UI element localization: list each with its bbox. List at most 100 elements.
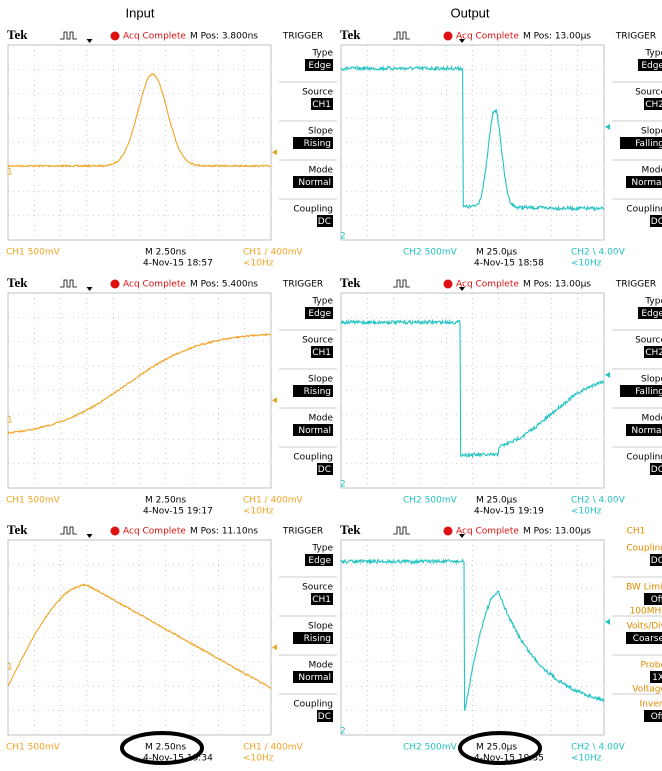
timebase: M 2.50ns — [145, 248, 186, 258]
menu-label: Invert — [640, 700, 662, 710]
channel-scale: CH1 500mV — [6, 743, 61, 753]
menu-label: Source — [635, 336, 662, 346]
menu-title: TRIGGER — [282, 280, 323, 290]
menu-title: CH1 — [627, 527, 646, 537]
trigger-level — [605, 619, 610, 625]
brand: Tek — [340, 275, 361, 290]
menu-value: CH1 — [312, 595, 331, 605]
menu-label: Source — [302, 336, 333, 346]
menu-value: Normal — [631, 178, 662, 188]
trigger-level — [605, 372, 610, 378]
trigger-frequency: <10Hz — [571, 259, 602, 269]
trigger-icon — [60, 527, 77, 534]
menu-value: Normal — [298, 178, 331, 188]
menu-sub: 100MHz — [630, 607, 662, 617]
menu-label: Source — [635, 88, 662, 98]
menu-value: CH1 — [312, 348, 331, 358]
channel-scale: CH2 500mV — [403, 496, 458, 506]
menu-value: Rising — [304, 139, 331, 149]
trigger-icon — [60, 280, 77, 287]
menu-title: TRIGGER — [282, 527, 323, 537]
trigger-level — [272, 644, 277, 650]
menu-value: Coarse — [633, 634, 662, 644]
menu-value: Edge — [641, 61, 662, 71]
menu-value: 1X — [652, 673, 662, 683]
trigger-position — [87, 287, 93, 291]
m-pos: M Pos: 13.00µs — [523, 280, 591, 290]
date: 4-Nov-15 19:19 — [474, 507, 544, 517]
trigger-setting: CH2 \ 4.00V — [571, 496, 626, 506]
menu-value: Normal — [631, 426, 662, 436]
menu-label: Source — [302, 88, 333, 98]
menu-value: DC — [318, 217, 331, 227]
m-pos: M Pos: 13.00µs — [523, 527, 591, 537]
trigger-setting: CH2 \ 4.00V — [571, 743, 626, 753]
trigger-setting: CH1 / 400mV — [243, 743, 303, 753]
menu-label: Coupling — [293, 700, 333, 710]
trigger-frequency: <10Hz — [243, 259, 274, 269]
menu-value: Edge — [308, 309, 331, 319]
menu-label: Coupling — [293, 453, 333, 463]
trigger-position — [87, 39, 93, 43]
menu-label: Mode — [308, 661, 333, 671]
brand: Tek — [7, 27, 28, 42]
trigger-level — [605, 124, 610, 130]
channel-marker: 2 — [340, 232, 346, 242]
trigger-position — [87, 534, 93, 538]
menu-label: Slope — [308, 622, 333, 632]
acq-status: Acq Complete — [123, 32, 186, 42]
menu-value: DC — [651, 465, 662, 475]
menu-value: Normal — [298, 673, 331, 683]
menu-value: Off — [651, 595, 662, 605]
screenshot: Input Output TekAcq CompleteM Pos: 3.800… — [0, 0, 662, 771]
timebase: M 25.0µs — [476, 248, 517, 258]
menu-label: Coupling — [626, 544, 662, 554]
channel-scale: CH2 500mV — [403, 248, 458, 258]
menu-label: Volts/Div — [627, 622, 662, 632]
menu-value: DC — [318, 712, 331, 722]
menu-title: TRIGGER — [282, 32, 323, 42]
channel-scale: CH2 500mV — [403, 743, 458, 753]
run-indicator — [111, 32, 120, 41]
menu-value: Off — [651, 712, 662, 722]
menu-label: Type — [311, 544, 333, 554]
menu-label: Probe — [640, 661, 662, 671]
run-indicator — [444, 527, 453, 536]
date: 4-Nov-15 19:17 — [143, 507, 213, 517]
trigger-setting: CH1 / 400mV — [243, 496, 303, 506]
menu-label: Slope — [641, 375, 662, 385]
acq-status: Acq Complete — [456, 527, 519, 537]
brand: Tek — [7, 522, 28, 537]
menu-value: Edge — [641, 309, 662, 319]
menu-value: Falling — [635, 139, 662, 149]
brand: Tek — [7, 275, 28, 290]
timebase: M 2.50ns — [145, 496, 186, 506]
trigger-icon — [60, 32, 77, 39]
trigger-frequency: <10Hz — [571, 754, 602, 764]
brand: Tek — [340, 27, 361, 42]
m-pos: M Pos: 3.800ns — [190, 32, 258, 42]
channel-scale: CH1 500mV — [6, 248, 61, 258]
menu-label: Coupling — [626, 453, 662, 463]
channel-marker: 2 — [340, 480, 346, 490]
acq-status: Acq Complete — [456, 32, 519, 42]
menu-label: Coupling — [626, 205, 662, 215]
menu-value: Edge — [308, 556, 331, 566]
trigger-frequency: <10Hz — [571, 507, 602, 517]
menu-label: Type — [644, 297, 662, 307]
menu-value: DC — [651, 217, 662, 227]
menu-value: CH2 — [645, 100, 662, 110]
acq-status: Acq Complete — [123, 527, 186, 537]
menu-value: CH1 — [312, 100, 331, 110]
date: 4-Nov-15 18:57 — [143, 259, 213, 269]
menu-label: Type — [311, 49, 333, 59]
menu-label: Slope — [308, 375, 333, 385]
trigger-icon — [393, 527, 410, 534]
menu-label: BW Limit — [626, 583, 662, 593]
menu-label: Coupling — [293, 205, 333, 215]
m-pos: M Pos: 13.00µs — [523, 32, 591, 42]
menu-value: Rising — [304, 387, 331, 397]
menu-label: Mode — [641, 166, 662, 176]
menu-label: Slope — [641, 127, 662, 137]
menu-title: TRIGGER — [615, 32, 656, 42]
